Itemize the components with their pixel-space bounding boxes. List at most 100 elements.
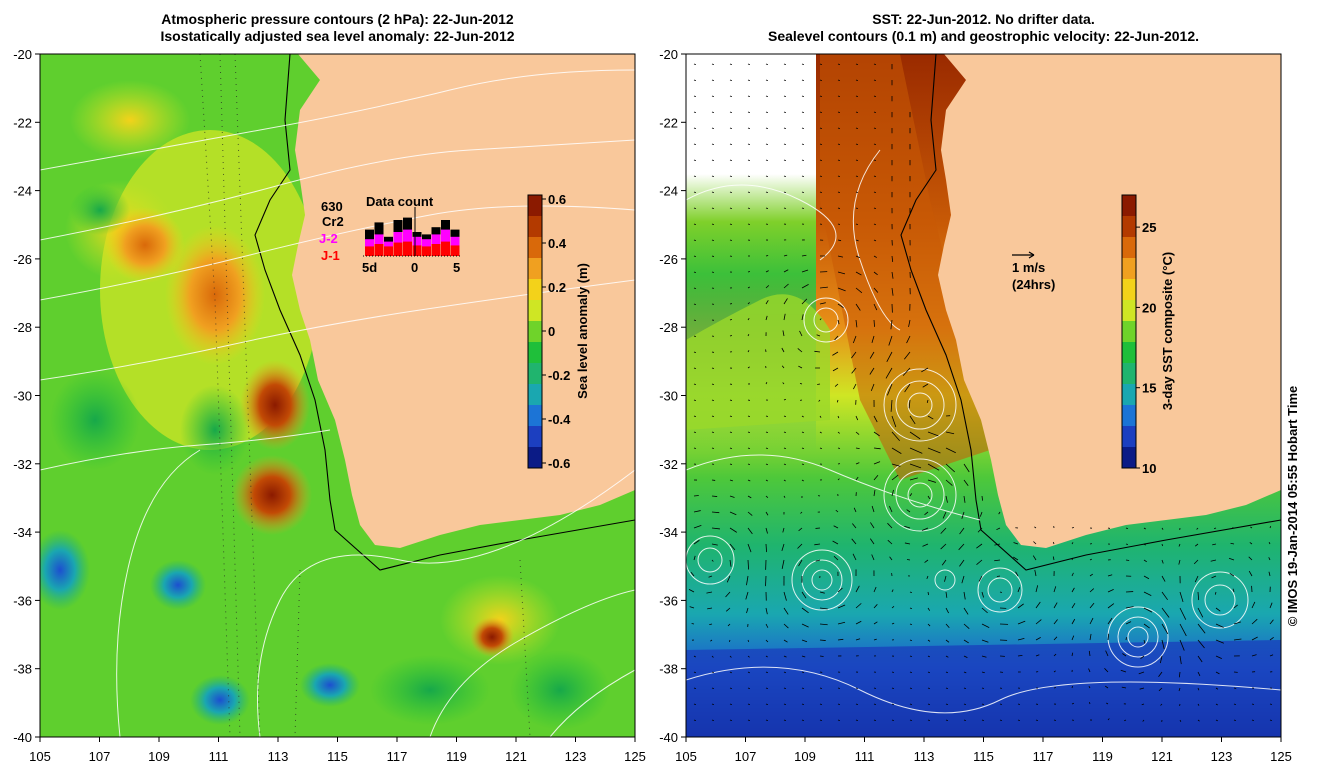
data-count-number: 630 [321,199,343,214]
velocity-arrow [729,559,732,567]
lon-tick-label: 125 [624,749,646,764]
colorbar-band [528,363,542,385]
velocity-arrow [801,111,805,114]
velocity-arrow [922,383,929,388]
lon-tick-label: 109 [148,749,170,764]
velocity-arrow [726,575,731,583]
velocity-arrow [869,538,875,545]
velocity-arrow [747,655,750,658]
velocity-arrow [945,463,955,473]
velocity-arrow [783,269,789,273]
velocity-arrow [909,719,913,722]
velocity-arrow [873,474,879,481]
velocity-arrow [873,461,881,465]
velocity-arrow [909,415,916,425]
velocity-arrow [945,703,949,706]
data-count-j2-label: J-2 [319,231,338,246]
colorbar-band [528,384,542,406]
velocity-arrow [835,509,839,513]
velocity-arrow [1142,719,1145,722]
velocity-arrow [903,351,911,360]
data-count-bar-j1 [384,246,393,256]
lat-tick-label: -40 [659,730,678,745]
velocity-arrow [711,511,720,514]
velocity-arrow [1088,686,1091,689]
velocity-arrow [909,623,913,625]
velocity-arrow [747,175,751,178]
velocity-arrow [783,111,787,114]
velocity-arrow [1194,543,1199,547]
velocity-arrow [1138,671,1145,675]
velocity-arrow [693,703,697,706]
velocity-arrow [765,655,768,658]
velocity-arrow [747,207,751,209]
velocity-arrow [693,555,696,561]
velocity-arrow [1196,527,1199,530]
velocity-arrow [891,589,894,593]
lat-tick-label: -28 [659,320,678,335]
velocity-arrow [1107,633,1110,641]
velocity-arrow [781,543,785,551]
velocity-arrow [981,703,985,705]
left-australia-land [292,54,635,548]
velocity-arrow [1071,557,1074,561]
velocity-arrow [981,607,988,614]
velocity-arrow [1017,620,1026,625]
velocity-arrow [729,671,732,674]
velocity-arrow [890,399,893,412]
velocity-arrow [711,159,715,162]
velocity-arrow [891,255,894,262]
velocity-arrow [1071,652,1074,657]
velocity-arrow [981,719,985,722]
velocity-arrow [1143,559,1148,563]
velocity-arrow [1071,526,1075,529]
velocity-arrow [1212,543,1217,546]
velocity-arrow [783,298,788,305]
velocity-arrow [976,543,983,549]
velocity-arrow [783,463,787,466]
velocity-arrow [963,655,968,658]
velocity-arrow [745,591,749,600]
left-map [39,53,636,738]
velocity-arrow [710,639,713,642]
velocity-arrow [747,350,750,353]
velocity-arrow [837,271,846,275]
velocity-arrow [801,703,805,705]
velocity-arrow [873,95,877,98]
velocity-arrow [819,318,822,321]
velocity-arrow [887,539,893,545]
velocity-arrow [909,447,923,454]
velocity-arrow [1106,702,1109,705]
velocity-arrow [693,539,700,545]
velocity-arrow [1088,701,1091,705]
velocity-arrow [747,111,751,114]
velocity-arrow [1161,607,1170,618]
velocity-arrow [1179,655,1182,665]
velocity-arrow [711,671,714,674]
velocity-arrow [1215,607,1221,612]
velocity-arrow [814,543,821,546]
velocity-arrow [1179,607,1187,620]
lon-tick-label: 105 [675,749,697,764]
velocity-arrow [940,543,947,550]
velocity-arrow [765,79,769,82]
velocity-arrow [729,527,738,533]
colorbar-tick-label: -0.6 [548,456,570,471]
velocity-arrow [729,431,733,433]
velocity-arrow [1249,542,1253,545]
lon-tick-label: 111 [209,749,229,764]
velocity-arrow [783,175,787,178]
velocity-arrow [801,314,804,321]
velocity-arrow [783,687,787,690]
velocity-arrow [819,95,823,98]
velocity-arrow [837,127,841,130]
velocity-arrow [981,671,985,674]
velocity-arrow [817,383,821,385]
velocity-arrow [783,313,786,321]
velocity-arrow [873,175,877,178]
velocity-arrow [1089,588,1095,593]
velocity-arrow [783,431,787,434]
velocity-arrow [1034,569,1037,577]
velocity-arrow [832,540,839,545]
right-colorbar-label: 3-day SST composite (°C) [1160,252,1175,410]
